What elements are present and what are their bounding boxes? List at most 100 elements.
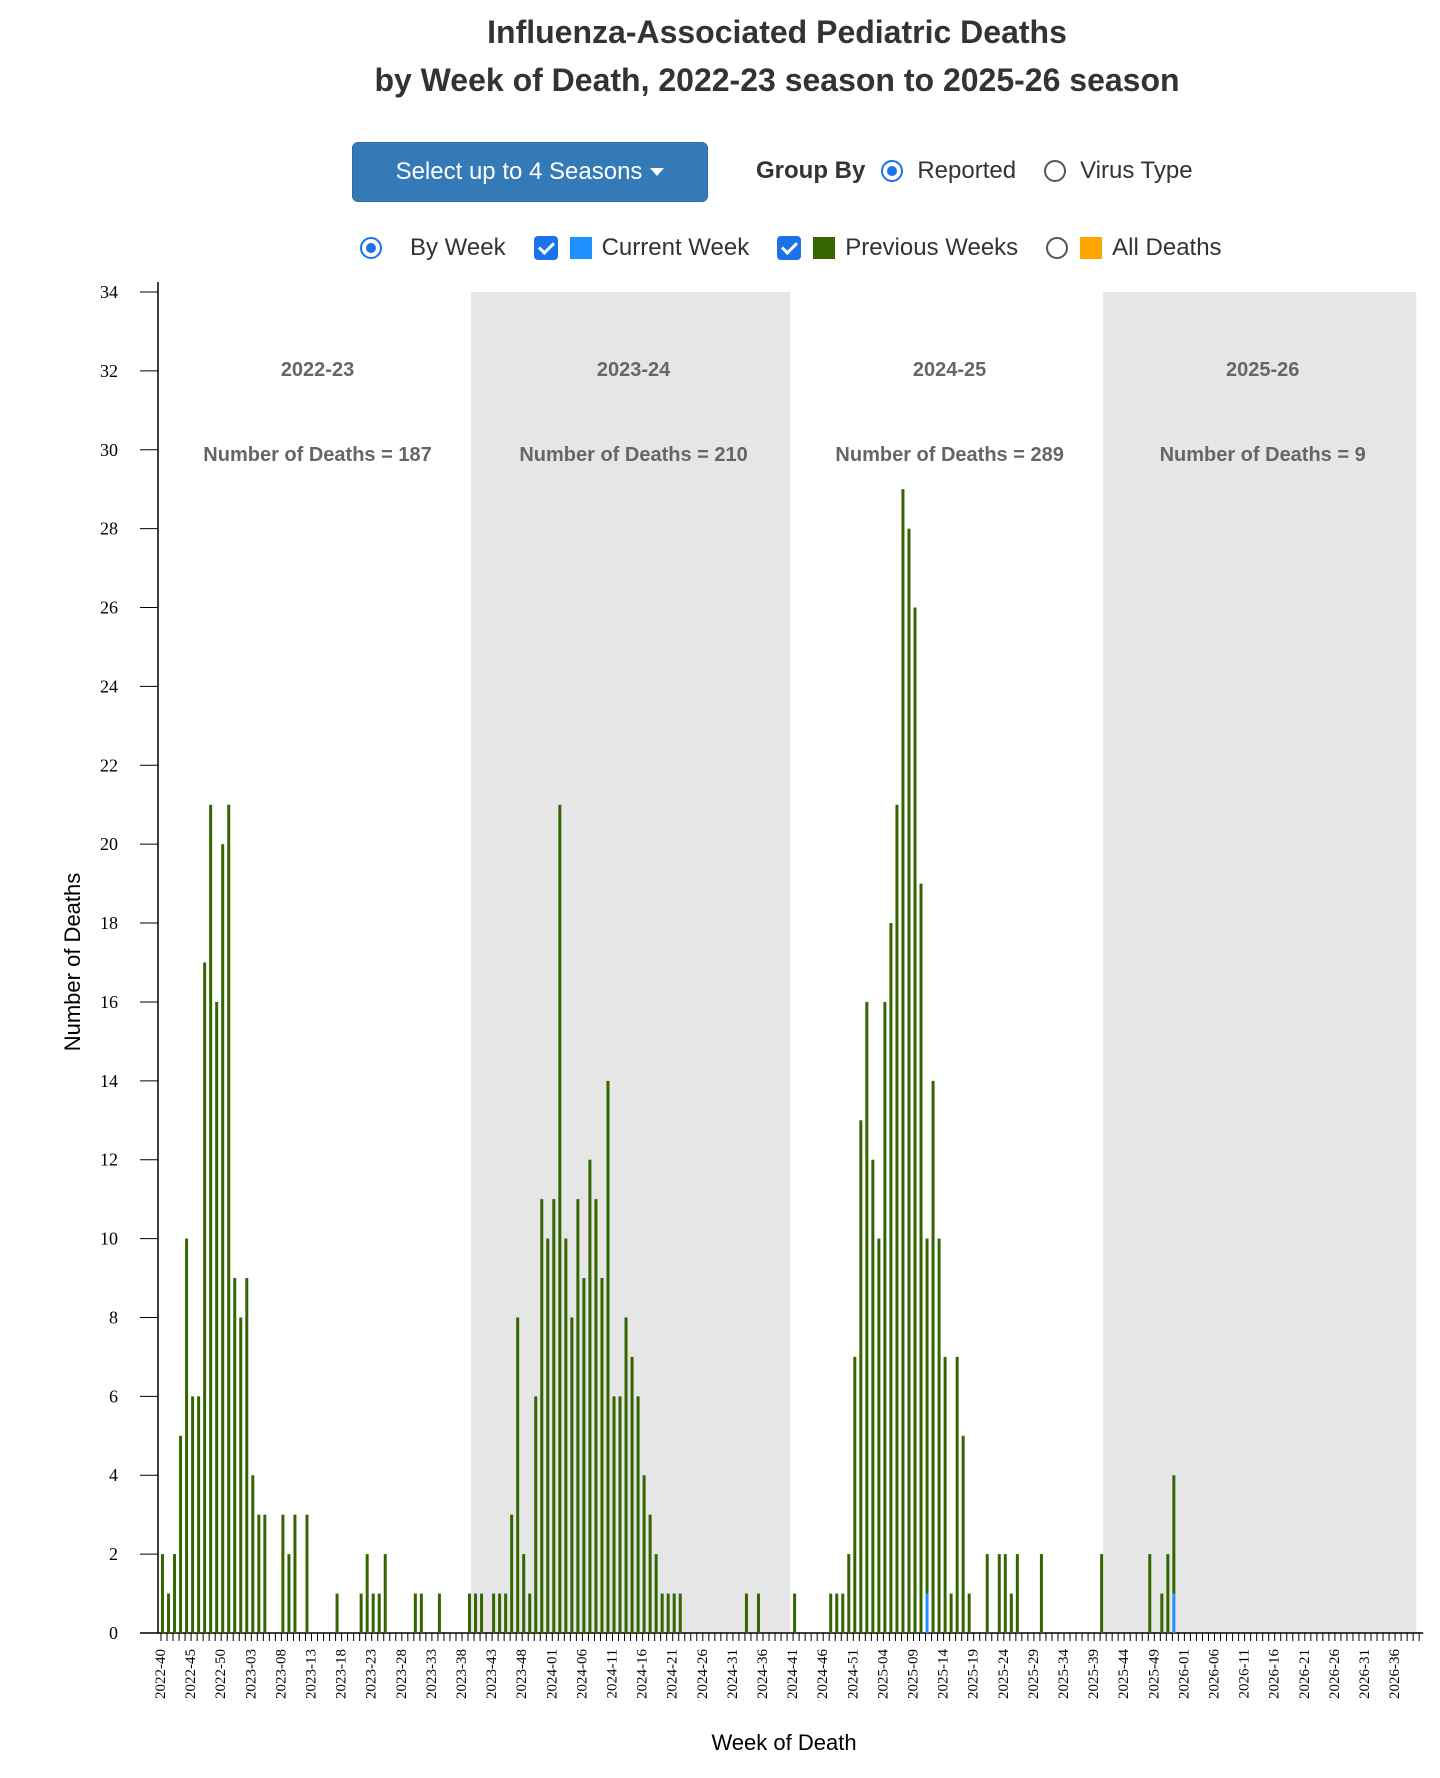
by-week-label: By Week: [410, 234, 506, 261]
bar-2023-24-week-31: [660, 1593, 664, 1633]
season-band-2025-26: [1103, 292, 1417, 1633]
bar-2022-23-week-3: [179, 1435, 183, 1633]
bar-2022-23-week-36: [377, 1593, 381, 1633]
x-tick-label: 2025-19: [966, 1649, 982, 1699]
bar-2022-23-week-5: [191, 1396, 195, 1633]
bar-2022-23-week-11: [227, 804, 231, 1633]
y-tick-label: 22: [100, 755, 118, 775]
bar-2024-25-week-10: [853, 1356, 857, 1633]
bar-2023-24-week-5: [504, 1593, 508, 1633]
y-tick-label: 16: [100, 992, 118, 1012]
x-tick-label: 2024-31: [725, 1649, 741, 1699]
bar-2022-23-week-8: [209, 804, 213, 1633]
bar-2023-24-week-16: [570, 1317, 574, 1633]
bar-2024-25-week-41: [1039, 1554, 1043, 1633]
x-tick-label: 2023-03: [243, 1649, 259, 1699]
bar-2024-25-week-8: [841, 1593, 845, 1633]
x-tick-label: 2026-36: [1387, 1649, 1403, 1699]
x-tick-label: 2024-46: [815, 1649, 831, 1699]
bar-2022-23-week-43: [419, 1593, 423, 1633]
bar-2023-24-week-27: [636, 1396, 640, 1633]
x-tick-label: 2026-31: [1357, 1649, 1373, 1699]
y-tick-label: 6: [109, 1386, 118, 1406]
current-week-option[interactable]: Current Week: [533, 234, 750, 262]
y-tick-label: 28: [100, 519, 118, 539]
previous-weeks-swatch: [813, 237, 836, 259]
all-deaths-swatch: [1080, 237, 1103, 259]
previous-weeks-option[interactable]: Previous Weeks: [777, 234, 1018, 262]
bar-2025-26-week-11: [1172, 1475, 1176, 1594]
current-week-checkbox[interactable]: [533, 236, 558, 260]
reported-label: Reported: [917, 157, 1017, 184]
bar-2023-24-week-17: [576, 1199, 580, 1633]
bar-2024-25-week-28: [961, 1435, 965, 1633]
bar-2024-25-week-9: [847, 1554, 851, 1633]
by-week-radio[interactable]: [360, 237, 382, 259]
bar-2023-24-week-11: [540, 1199, 544, 1633]
previous-weeks-checkbox[interactable]: [777, 236, 802, 260]
x-tick-label: 2025-34: [1056, 1649, 1072, 1699]
bar-2022-23-week-2: [173, 1554, 177, 1633]
group-by-label: Group By: [756, 157, 866, 184]
group-by-virus-type-option[interactable]: Virus Type: [1044, 157, 1193, 185]
bar-2023-24-week-25: [624, 1317, 628, 1633]
x-tick-label: 2025-24: [996, 1649, 1012, 1699]
bar-2024-25-week-20: [913, 607, 917, 1633]
bar-2024-25-week-14: [877, 1238, 881, 1633]
bar-2024-25-week-32: [985, 1554, 989, 1633]
all-deaths-option[interactable]: All Deaths: [1046, 234, 1222, 262]
bar-2022-23-week-16: [257, 1514, 261, 1633]
previous-weeks-label: Previous Weeks: [845, 234, 1019, 261]
reported-radio[interactable]: [881, 160, 904, 182]
x-tick-label: 2024-51: [845, 1649, 861, 1699]
bar-2022-23-week-7: [203, 962, 207, 1633]
bar-2022-23-week-1: [167, 1593, 171, 1633]
x-tick-label: 2024-26: [695, 1649, 711, 1699]
by-week-option[interactable]: By Week: [360, 234, 506, 262]
y-tick-label: 8: [109, 1307, 118, 1327]
bar-2023-24-week-30: [654, 1554, 658, 1633]
select-seasons-button[interactable]: Select up to 4 Seasons: [352, 142, 708, 202]
bar-2022-23-week-15: [251, 1475, 255, 1633]
bar-2023-24-week-47: [756, 1593, 760, 1633]
x-tick-label: 2024-01: [544, 1649, 560, 1699]
all-deaths-radio[interactable]: [1046, 237, 1069, 259]
x-tick-label: 2023-08: [273, 1649, 289, 1699]
y-axis-label: Number of Deaths: [60, 873, 85, 1052]
x-tick-label: 2026-21: [1297, 1649, 1313, 1699]
bar-2023-24-week-9: [528, 1593, 532, 1633]
x-tick-label: 2025-09: [906, 1649, 922, 1699]
bar-2022-23-week-9: [215, 1001, 219, 1633]
x-tick-label: 2026-16: [1267, 1649, 1283, 1699]
current-week-swatch: [569, 237, 592, 259]
x-tick-label: 2025-49: [1146, 1649, 1162, 1699]
bar-2024-25-week-11: [859, 1120, 863, 1633]
bar-2023-24-week-24: [618, 1396, 622, 1633]
x-tick-label: 2024-21: [665, 1649, 681, 1699]
bar-2024-25-week-27: [955, 1356, 959, 1633]
bar-2023-24-week-23: [612, 1396, 616, 1633]
season-label-2024-25: 2024-25: [913, 359, 986, 381]
y-tick-label: 30: [100, 440, 118, 460]
bar-2022-23-week-37: [383, 1554, 387, 1633]
bar-2023-24-week-6: [510, 1514, 514, 1633]
x-tick-label: 2023-28: [394, 1649, 410, 1699]
bar-2022-23-week-33: [359, 1593, 363, 1633]
bar-2023-24-week-22: [606, 1080, 610, 1633]
bar-2024-25-week-34: [997, 1554, 1001, 1633]
current-week-label: Current Week: [601, 234, 750, 261]
virus-type-radio[interactable]: [1044, 160, 1067, 182]
bar-2024-25-week-17: [895, 804, 899, 1633]
season-label-2025-26: 2025-26: [1226, 359, 1299, 381]
x-tick-label: 2023-43: [484, 1649, 500, 1699]
y-tick-label: 34: [100, 282, 118, 302]
group-by-reported-option[interactable]: Reported: [881, 157, 1016, 185]
y-tick-label: 0: [109, 1623, 118, 1643]
bar-2023-24-week-29: [648, 1514, 652, 1633]
bar-2023-24-week-7: [516, 1317, 520, 1633]
y-tick-label: 32: [100, 361, 118, 381]
bar-2022-23-week-29: [335, 1593, 339, 1633]
group-by-controls: Group By Reported Virus Type: [756, 157, 1221, 185]
y-tick-label: 10: [100, 1229, 118, 1249]
x-tick-label: 2024-16: [635, 1649, 651, 1699]
